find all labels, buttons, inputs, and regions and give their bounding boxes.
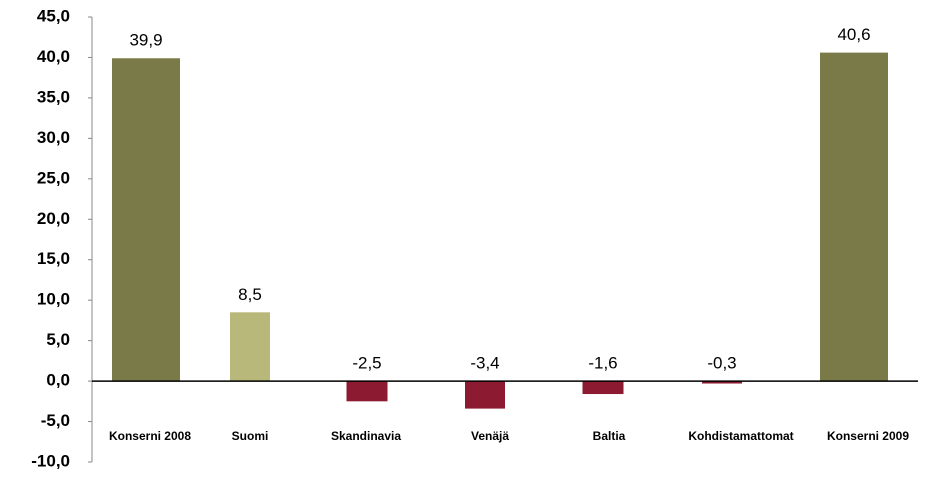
value-label: 40,6 (837, 25, 870, 44)
value-label: -0,3 (707, 354, 736, 373)
bar (702, 381, 742, 384)
y-tick-label: 5,0 (46, 330, 70, 349)
bar (465, 381, 505, 409)
value-label: -3,4 (470, 354, 499, 373)
bar (346, 381, 388, 402)
value-label: 8,5 (238, 285, 262, 304)
y-tick-label: 45,0 (37, 6, 70, 25)
x-tick-label: Konserni 2008 (109, 429, 191, 443)
x-tick-label: Suomi (232, 429, 269, 443)
x-tick-label: Konserni 2009 (827, 429, 909, 443)
value-label: 39,9 (129, 31, 162, 50)
y-tick-label: 15,0 (37, 249, 70, 268)
x-tick-label: Skandinavia (331, 429, 401, 443)
y-tick-label: 20,0 (37, 209, 70, 228)
x-tick-label: Baltia (593, 429, 626, 443)
value-label: -1,6 (588, 354, 617, 373)
y-tick-label: 0,0 (46, 371, 70, 390)
x-tick-label: Venäjä (471, 429, 509, 443)
y-tick-label: 10,0 (37, 290, 70, 309)
y-tick-label: 35,0 (37, 87, 70, 106)
bar (582, 381, 624, 395)
bar (112, 58, 180, 382)
bar (820, 52, 888, 382)
y-tick-label: -5,0 (41, 411, 70, 430)
y-tick-label: 40,0 (37, 47, 70, 66)
y-tick-label: 30,0 (37, 128, 70, 147)
y-tick-label: -10,0 (31, 451, 70, 470)
y-tick-label: 25,0 (37, 168, 70, 187)
value-label: -2,5 (352, 354, 381, 373)
x-tick-label: Kohdistamattomat (688, 429, 793, 443)
bar (230, 312, 270, 382)
